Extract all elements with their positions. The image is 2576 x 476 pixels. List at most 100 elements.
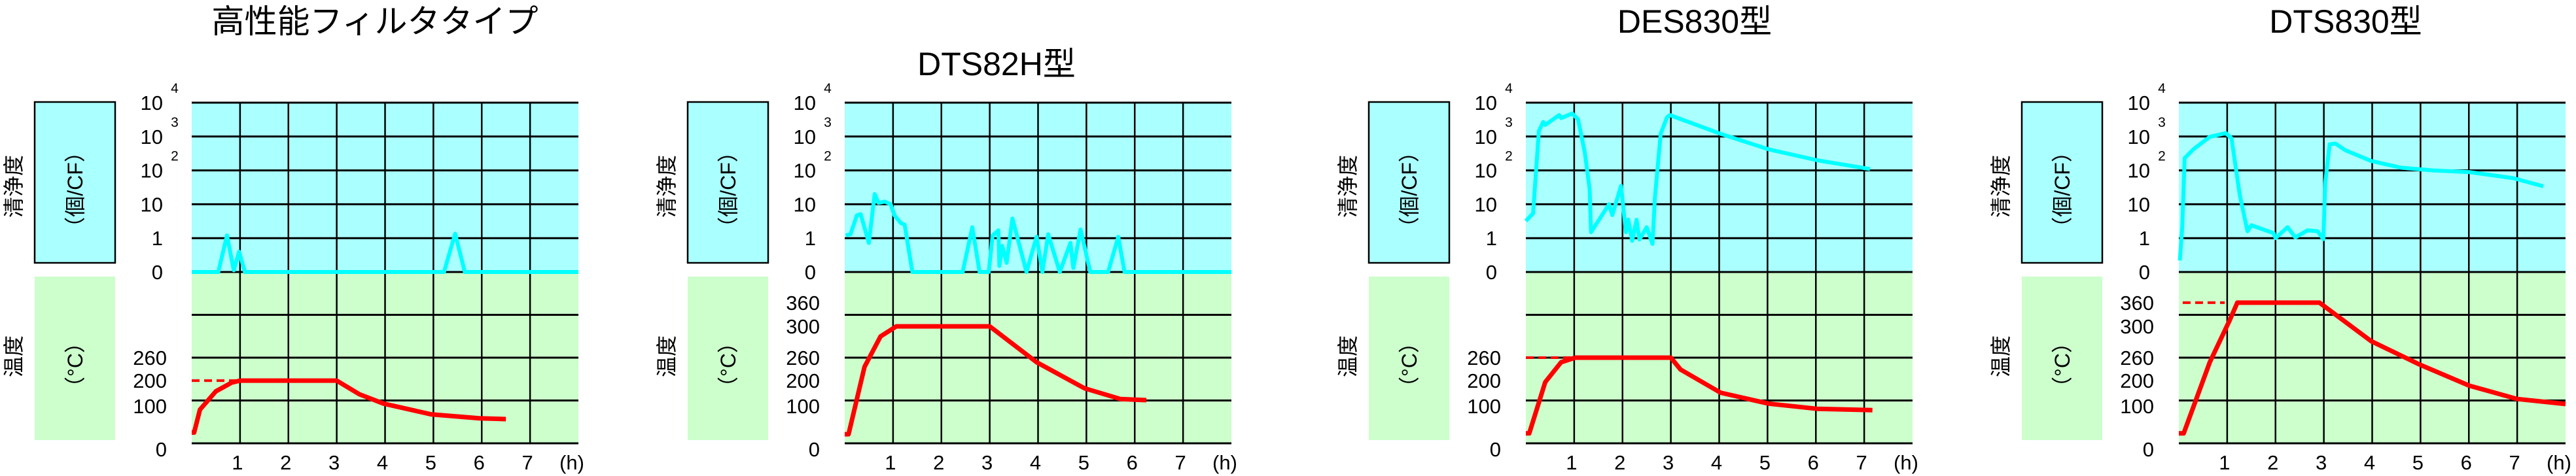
cleanliness-tick-label: 1 [2139,227,2150,250]
cleanliness-tick-exponent: 4 [824,81,832,96]
x-tick-label: 2 [280,451,291,474]
cleanliness-tick-label: 10 [794,160,816,182]
cleanliness-unit-box [2020,101,2104,264]
temperature-tick-label: 100 [2120,395,2154,418]
cleanliness-tick-label: 1 [152,227,163,250]
cleanliness-series-line [192,231,578,274]
x-tick-label: 5 [2412,451,2424,474]
temperature-series-line [1526,355,1873,436]
cleanliness-tick-label: 10 [794,92,816,114]
temperature-tick-label: 260 [2120,347,2154,369]
temperature-series-line [845,324,1147,437]
cleanliness-series-line [1524,111,1871,246]
x-tick-label: 2 [1614,451,1625,474]
cleanliness-tick-label: 10 [141,92,163,114]
x-tick-label: 3 [981,451,993,474]
temperature-tick-label: 0 [156,438,167,461]
chart-title: DTS830型 [2269,3,2422,40]
temperature-tick-label: 360 [2120,292,2154,314]
x-tick-label: 6 [2461,451,2472,474]
cleanliness-tick-exponent: 2 [2158,149,2166,164]
x-tick-label: 6 [1127,451,1138,474]
x-tick-label: 7 [1175,451,1186,474]
cleanliness-unit: （個/CF） [2051,141,2074,238]
cleanliness-unit-box [1367,101,1451,264]
x-tick-label: 3 [1663,451,1674,474]
cleanliness-axis-label: 清浄度 [2,155,26,218]
temperature-tick-label: 0 [1490,438,1501,461]
x-tick-label: 4 [1711,451,1722,474]
temperature-tick-label: 0 [2143,438,2154,461]
cleanliness-tick-exponent: 3 [2158,115,2166,130]
temperature-series-line [192,378,506,435]
cleanliness-unit: （個/CF） [63,141,87,238]
cleanliness-tick-exponent: 3 [171,115,179,130]
temperature-axis-label: 温度 [1989,335,2013,377]
cleanliness-tick-label: 10 [794,126,816,148]
x-tick-label: 1 [232,451,243,474]
x-axis-unit: (h) [559,451,584,474]
x-tick-label: 1 [885,451,896,474]
cleanliness-tick-label: 10 [2128,160,2150,182]
temperature-unit: （°C） [2051,332,2074,398]
temperature-axis-label: 温度 [1336,335,1360,377]
cleanliness-tick-label: 0 [2139,261,2150,284]
x-tick-label: 7 [2509,451,2520,474]
cleanliness-tick-exponent: 2 [171,149,179,164]
x-axis-unit: (h) [2547,451,2571,474]
cleanliness-tick-exponent: 4 [2158,81,2166,96]
cleanliness-axis-label: 清浄度 [1336,155,1360,218]
cleanliness-tick-label: 10 [141,126,163,148]
cleanliness-tick-exponent: 4 [1505,81,1513,96]
x-tick-label: 7 [1856,451,1867,474]
x-tick-label: 7 [522,451,533,474]
cleanliness-axis-label: 清浄度 [655,155,679,218]
cleanliness-tick-label: 0 [152,261,163,284]
temperature-tick-label: 100 [1467,395,1501,418]
cleanliness-tick-exponent: 3 [1505,115,1513,130]
cleanliness-unit-box [686,101,769,264]
cleanliness-series-line [845,192,1231,274]
temperature-series-line [2179,300,2566,436]
temperature-unit-box [1369,277,1449,440]
temperature-tick-label: 300 [786,315,820,338]
cleanliness-tick-exponent: 2 [1505,149,1513,164]
temperature-unit-box [688,277,768,440]
cleanliness-axis-label: 清浄度 [1989,155,2013,218]
temperature-axis-label: 温度 [2,335,26,377]
temperature-tick-label: 200 [133,369,167,392]
temperature-tick-label: 200 [2120,369,2154,392]
chart-title: DTS82H型 [917,46,1076,82]
x-axis-unit: (h) [1212,451,1237,474]
temperature-axis-label: 温度 [655,335,679,377]
cleanliness-tick-label: 0 [1486,261,1497,284]
cleanliness-tick-label: 10 [794,193,816,216]
cleanliness-unit: （個/CF） [716,141,740,238]
temperature-tick-label: 0 [809,438,820,461]
x-tick-label: 3 [2316,451,2327,474]
x-tick-label: 5 [425,451,436,474]
x-tick-label: 1 [2219,451,2230,474]
cleanliness-tick-label: 10 [2128,92,2150,114]
x-tick-label: 5 [1759,451,1771,474]
x-tick-label: 6 [474,451,485,474]
cleanliness-tick-label: 10 [141,193,163,216]
temperature-tick-label: 100 [133,395,167,418]
cleanliness-tick-label: 1 [805,227,816,250]
temperature-unit: （°C） [1398,332,1421,398]
cleanliness-tick-label: 10 [1475,193,1497,216]
cleanliness-tick-label: 10 [141,160,163,182]
temperature-unit-box [2022,277,2102,440]
cleanliness-unit: （個/CF） [1398,141,1421,238]
cleanliness-tick-label: 10 [2128,193,2150,216]
cleanliness-tick-label: 10 [2128,126,2150,148]
chart-title: DES830型 [1617,3,1772,40]
cleanliness-series-line [2178,131,2544,261]
chart-title: 高性能フィルタタイプ [212,3,538,40]
temperature-tick-label: 360 [786,292,820,314]
